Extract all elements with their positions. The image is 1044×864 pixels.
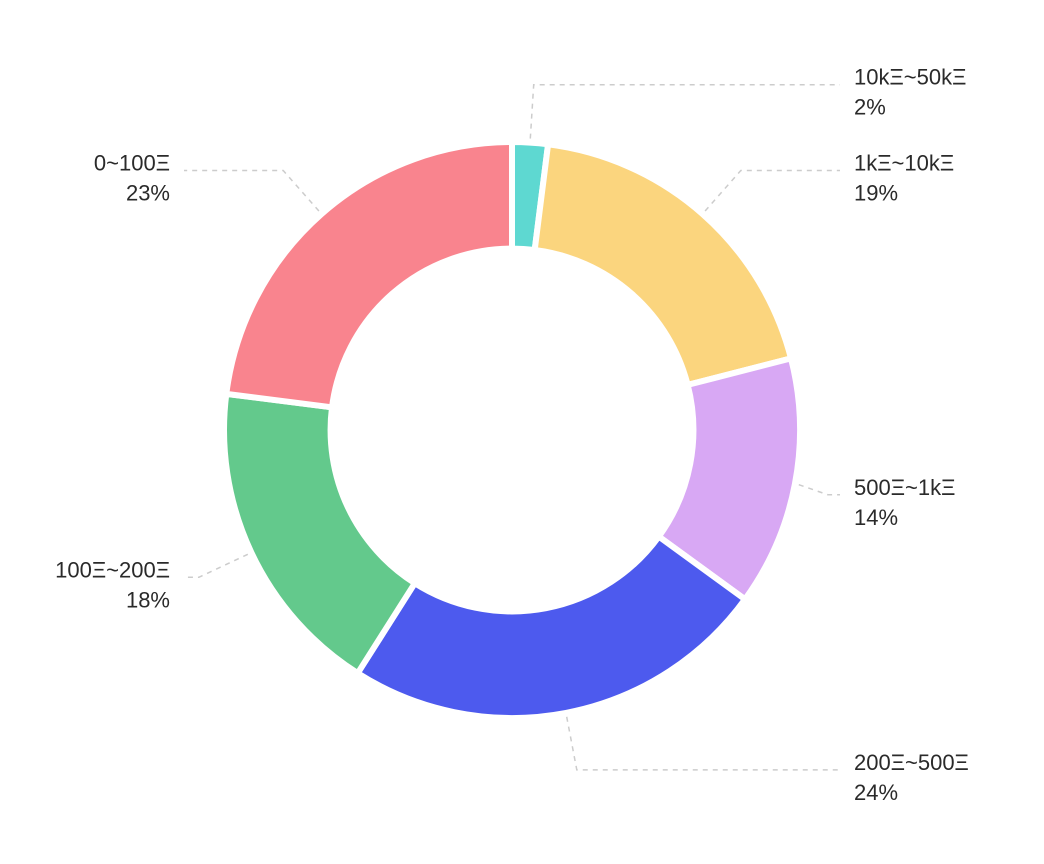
slice-label-text-4: 100Ξ~200Ξ bbox=[55, 557, 170, 582]
pie-slice-3[interactable] bbox=[354, 533, 748, 721]
slice-percent-text-2: 14% bbox=[854, 505, 898, 530]
slice-percent-text-1: 19% bbox=[854, 181, 898, 206]
slice-percent-text-4: 18% bbox=[126, 587, 170, 612]
label-leader-line-0 bbox=[529, 83, 840, 139]
slice-percent-text-3: 24% bbox=[854, 780, 898, 805]
pie-slice-5[interactable] bbox=[223, 139, 515, 411]
pie-slice-4[interactable] bbox=[221, 390, 418, 677]
slice-label-text-5: 0~100Ξ bbox=[94, 151, 170, 176]
pie-slice-1[interactable] bbox=[531, 141, 794, 388]
label-leader-line-5 bbox=[184, 169, 320, 212]
slice-percent-text-0: 2% bbox=[854, 95, 886, 120]
slice-percent-text-5: 23% bbox=[126, 181, 170, 206]
label-leader-line-2 bbox=[798, 483, 840, 496]
label-leader-line-3 bbox=[565, 716, 840, 771]
slice-label-text-1: 1kΞ~10kΞ bbox=[854, 151, 954, 176]
slice-label-text-3: 200Ξ~500Ξ bbox=[854, 750, 969, 775]
label-leader-line-4 bbox=[184, 553, 249, 579]
slice-label-text-2: 500Ξ~1kΞ bbox=[854, 475, 955, 500]
label-leader-line-1 bbox=[704, 169, 840, 212]
slice-label-text-0: 10kΞ~50kΞ bbox=[854, 65, 966, 90]
